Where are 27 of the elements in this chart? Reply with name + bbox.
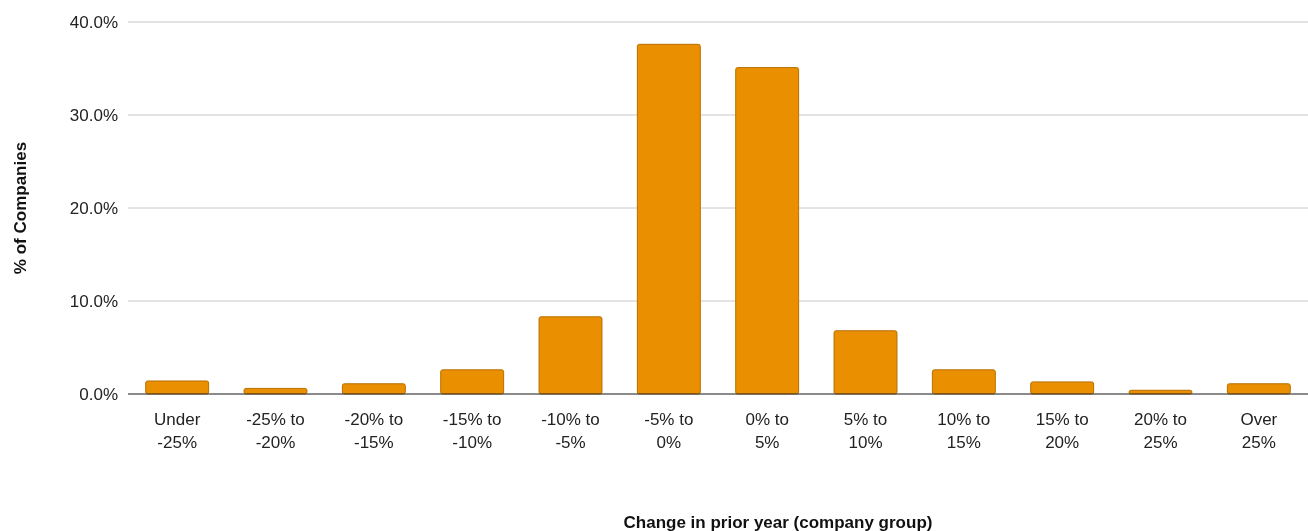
x-tick-label: -10% to -5% — [541, 410, 600, 452]
x-tick-label: -15% to -10% — [442, 410, 502, 452]
x-tick-label: 5% to 10% — [843, 410, 888, 452]
x-tick-label: -25% to -20% — [246, 410, 305, 452]
bar — [440, 369, 505, 395]
bar — [833, 330, 898, 395]
bar — [636, 43, 701, 395]
bar — [931, 369, 996, 395]
x-axis-title: Change in prior year (company group) — [623, 513, 933, 531]
bar — [538, 316, 603, 395]
x-tick-label: Under -25% — [154, 410, 201, 452]
bar — [145, 380, 210, 395]
bar — [735, 67, 800, 395]
x-tick-label: -20% to -15% — [344, 410, 404, 452]
y-tick-label: 0.0% — [79, 384, 118, 404]
y-axis-title: % of Companies — [11, 141, 30, 275]
x-tick-label: 15% to 20% — [1035, 410, 1089, 452]
bar — [1030, 381, 1095, 395]
x-tick-label: 10% to 15% — [937, 410, 991, 452]
y-tick-label: 10.0% — [69, 291, 118, 311]
y-tick-label: 40.0% — [69, 12, 118, 32]
y-tick-label: 30.0% — [69, 105, 118, 125]
x-tick-label: 0% to 5% — [745, 410, 789, 452]
x-tick-label: Over 25% — [1240, 410, 1278, 452]
x-tick-label: 20% to 25% — [1134, 410, 1187, 452]
x-tick-label: -5% to 0% — [644, 410, 694, 452]
y-tick-label: 20.0% — [69, 198, 118, 218]
